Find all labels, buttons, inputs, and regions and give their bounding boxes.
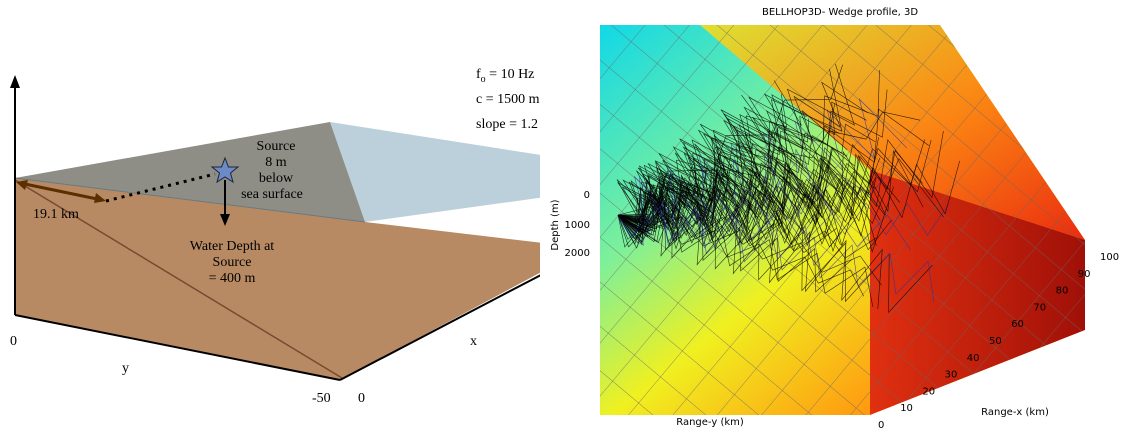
parameter: slope = 1.2 [476,117,538,132]
range-x-tick: 70 [1033,302,1046,313]
parameter: fo = 10 Hz [476,67,534,85]
range-x-tick: 40 [967,353,980,364]
range-x-tick: 10 [900,403,913,414]
water-surface [330,122,560,222]
param-value: = 1.2 [506,117,538,132]
range-x-tick: 30 [945,370,958,381]
param-value: = 10 Hz [486,67,535,82]
plot-title: BELLHOP3D- Wedge profile, 3D [762,7,918,18]
axis-label: 0 [358,391,365,406]
range-y-label: Range-y (km) [676,417,744,428]
range-x-tick: 60 [1011,319,1024,330]
figure: fo = 10 Hz c = 1500 m slope = 1.2 Source 8… [0,0,1122,434]
range-x-tick: 50 [989,336,1002,347]
axis-label: -50 [312,391,331,406]
param-symbol: slope [476,117,506,132]
bellhop-plot [600,25,1100,425]
source-label: sea surface [241,187,303,202]
range-x-tick: 80 [1056,286,1069,297]
depth-axis-label: Depth (m) [550,199,561,250]
range-x-tick: 20 [922,386,935,397]
depth-tick: 0 [584,190,590,201]
depth-label: = 400 m [209,271,256,286]
axis-label: y [122,361,129,376]
axis-label: x [470,334,477,349]
range-x-tick: 0 [878,420,884,431]
range-x-tick: 90 [1078,269,1091,280]
distance-label: 19.1 km [33,207,79,222]
depth-label: Water Depth at [190,239,275,254]
range-x-tick: 100 [1100,252,1119,263]
axis-label: 0 [10,334,17,349]
source-label: 8 m [265,155,287,170]
depth-label: Source [213,255,252,270]
wedge-diagram: fo = 10 Hz c = 1500 m slope = 1.2 Source 8… [10,67,560,406]
depth-tick: 2000 [565,248,590,259]
depth-tick: 1000 [565,220,590,231]
range-x-label: Range-x (km) [981,407,1049,418]
source-label: below [259,171,294,186]
param-value: = 1500 m [482,92,539,107]
parameter: c = 1500 m [476,92,540,107]
arrowhead [10,75,20,88]
source-label: Source [257,139,296,154]
